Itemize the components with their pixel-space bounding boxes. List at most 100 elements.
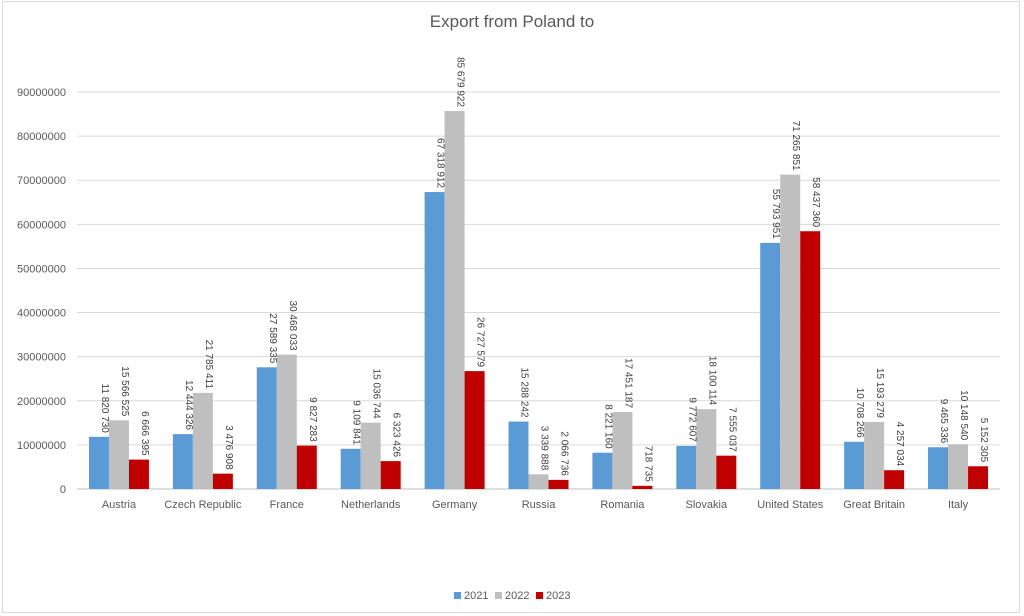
y-tick-label: 70000000 <box>17 175 66 187</box>
data-label: 10 148 540 <box>958 390 969 440</box>
bar-2023-italy <box>968 466 989 489</box>
y-tick-label: 10000000 <box>17 440 66 452</box>
data-label: 9 827 283 <box>307 397 318 442</box>
bar-2021-united-states <box>760 242 781 489</box>
bar-2023-czech-republic <box>212 473 233 489</box>
bar-2022-russia <box>528 474 549 489</box>
bar-2023-france <box>296 445 317 489</box>
bar-2021-italy <box>928 447 949 489</box>
legend-label: 2022 <box>505 590 529 602</box>
y-axis: 0 10000000 20000000 30000000 40000000 5000000… <box>17 87 66 496</box>
data-label: 2 066 736 <box>559 431 570 476</box>
bar-2023-russia <box>548 479 569 489</box>
bar-2021-czech-republic <box>172 434 193 489</box>
legend-swatch-2023 <box>536 592 543 599</box>
bar-2021-great-britain <box>844 441 865 489</box>
x-tick-label: Great Britain <box>843 499 905 511</box>
bar-2022-italy <box>948 444 969 489</box>
data-label: 15 036 744 <box>371 369 382 419</box>
y-tick-label: 40000000 <box>17 308 66 320</box>
data-label: 9 465 336 <box>938 399 949 444</box>
bar-2021-romania <box>592 452 613 489</box>
data-label: 5 152 305 <box>978 418 989 463</box>
data-label: 4 257 034 <box>894 422 905 467</box>
data-label: 71 265 851 <box>790 121 801 171</box>
bar-2022-slovakia <box>696 409 717 489</box>
data-label: 3 476 908 <box>223 425 234 470</box>
data-label: 7 555 037 <box>726 407 737 452</box>
data-label: 21 785 411 <box>203 340 214 390</box>
bar-2023-romania <box>632 485 653 489</box>
legend-label: 2023 <box>546 590 570 602</box>
x-tick-label: Slovakia <box>686 499 728 511</box>
y-tick-label: 30000000 <box>17 352 66 364</box>
data-label: 30 468 033 <box>287 301 298 351</box>
x-tick-label: Italy <box>948 499 969 511</box>
data-label: 11 820 730 <box>99 384 110 434</box>
data-label: 3 339 888 <box>539 426 550 471</box>
data-label: 9 109 841 <box>351 400 362 445</box>
bar-2021-austria <box>88 436 109 489</box>
bar-2023-slovakia <box>716 455 737 489</box>
legend-label: 2021 <box>464 590 488 602</box>
data-label: 26 727 579 <box>475 317 486 367</box>
data-label: 718 735 <box>642 446 653 483</box>
legend: 2021 2022 2023 <box>454 590 570 602</box>
bar-2023-germany <box>464 371 485 489</box>
bar-2021-netherlands <box>340 448 361 489</box>
data-label: 27 589 335 <box>267 313 278 363</box>
bars <box>88 111 989 490</box>
data-labels: 11 820 730 15 566 525 6 666 395 12 444 326 2… <box>99 57 989 482</box>
data-label: 58 437 360 <box>810 177 821 227</box>
data-label: 67 318 912 <box>435 138 446 188</box>
y-tick-label: 50000000 <box>17 263 66 275</box>
data-label: 10 708 266 <box>854 388 865 438</box>
y-tick-label: 80000000 <box>17 131 66 143</box>
x-tick-label: France <box>270 499 304 511</box>
x-tick-label: Netherlands <box>341 499 401 511</box>
bar-2021-slovakia <box>676 445 697 489</box>
legend-swatch-2022 <box>495 592 502 599</box>
data-label: 15 193 279 <box>874 368 885 418</box>
bar-2023-great-britain <box>884 470 905 489</box>
bar-2022-germany <box>444 111 465 490</box>
data-label: 6 666 395 <box>139 411 150 456</box>
chart-title: Export from Poland to <box>430 12 594 31</box>
x-tick-label: United States <box>757 499 824 511</box>
legend-swatch-2021 <box>454 592 461 599</box>
x-tick-label: Austria <box>102 499 137 511</box>
bar-2022-france <box>276 354 297 489</box>
bar-2021-france <box>256 367 277 489</box>
bar-2022-romania <box>612 412 633 489</box>
x-tick-label: Germany <box>432 499 478 511</box>
bar-2023-austria <box>128 459 149 489</box>
bar-2023-netherlands <box>380 461 401 489</box>
x-axis: Austria Czech Republic France Netherlands Ge… <box>102 499 969 511</box>
bar-2022-austria <box>108 420 129 489</box>
data-label: 15 566 525 <box>119 366 130 416</box>
y-tick-label: 60000000 <box>17 219 66 231</box>
data-label: 6 323 426 <box>391 413 402 458</box>
bar-2022-czech-republic <box>192 392 213 489</box>
bar-2021-russia <box>508 421 529 489</box>
bar-2022-great-britain <box>864 421 885 489</box>
data-label: 55 793 951 <box>770 189 781 239</box>
y-tick-label: 0 <box>60 484 66 496</box>
data-label: 9 772 607 <box>686 397 697 442</box>
data-label: 85 679 922 <box>455 57 466 107</box>
bar-2022-united-states <box>780 174 801 489</box>
data-label: 8 221 160 <box>602 404 613 449</box>
data-label: 18 100 114 <box>706 356 717 406</box>
data-label: 12 444 326 <box>183 380 194 430</box>
bar-2022-netherlands <box>360 422 381 489</box>
x-tick-label: Russia <box>522 499 557 511</box>
x-tick-label: Czech Republic <box>164 499 242 511</box>
data-label: 17 451 187 <box>622 358 633 408</box>
x-tick-label: Romania <box>600 499 645 511</box>
data-label: 15 288 242 <box>519 367 530 417</box>
y-tick-label: 20000000 <box>17 396 66 408</box>
bar-2021-germany <box>424 192 445 489</box>
bar-2023-united-states <box>800 231 821 489</box>
